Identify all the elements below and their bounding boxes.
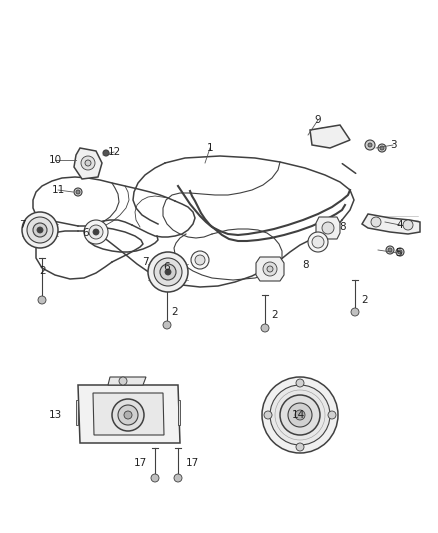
Circle shape — [93, 229, 99, 235]
Circle shape — [37, 227, 43, 233]
Text: 1: 1 — [207, 143, 213, 153]
Circle shape — [33, 223, 47, 237]
Text: 8: 8 — [340, 222, 346, 232]
Circle shape — [84, 220, 108, 244]
Circle shape — [280, 395, 320, 435]
Circle shape — [163, 321, 171, 329]
Text: 4: 4 — [397, 220, 403, 230]
Circle shape — [371, 217, 381, 227]
Text: 17: 17 — [134, 458, 147, 468]
Circle shape — [386, 246, 394, 254]
Polygon shape — [316, 217, 340, 239]
Circle shape — [151, 474, 159, 482]
Circle shape — [76, 190, 80, 194]
Circle shape — [270, 385, 330, 445]
Circle shape — [165, 269, 171, 275]
Text: 2: 2 — [172, 307, 178, 317]
Text: 10: 10 — [49, 155, 62, 165]
Text: 13: 13 — [48, 410, 62, 420]
Text: 5: 5 — [395, 248, 401, 258]
Circle shape — [295, 410, 305, 420]
Circle shape — [396, 248, 404, 256]
Circle shape — [191, 251, 209, 269]
Circle shape — [403, 220, 413, 230]
Circle shape — [160, 264, 176, 280]
Circle shape — [27, 217, 53, 243]
Circle shape — [81, 156, 95, 170]
Polygon shape — [256, 257, 284, 281]
Circle shape — [296, 443, 304, 451]
Circle shape — [296, 379, 304, 387]
Polygon shape — [76, 400, 78, 425]
Text: 11: 11 — [51, 185, 65, 195]
Circle shape — [112, 399, 144, 431]
Circle shape — [312, 236, 324, 248]
Circle shape — [308, 232, 328, 252]
Circle shape — [124, 411, 132, 419]
Circle shape — [365, 140, 375, 150]
Circle shape — [267, 266, 273, 272]
Circle shape — [103, 150, 109, 156]
Text: 2: 2 — [272, 310, 278, 320]
Polygon shape — [74, 148, 102, 179]
Circle shape — [118, 405, 138, 425]
Text: 6: 6 — [83, 228, 89, 238]
Text: 17: 17 — [185, 458, 198, 468]
Text: 12: 12 — [107, 147, 120, 157]
Text: 7: 7 — [19, 220, 25, 230]
Polygon shape — [93, 393, 164, 435]
Polygon shape — [310, 125, 350, 148]
Text: 7: 7 — [141, 257, 148, 267]
Circle shape — [368, 143, 372, 147]
Circle shape — [288, 403, 312, 427]
Circle shape — [195, 255, 205, 265]
Circle shape — [154, 258, 182, 286]
Polygon shape — [78, 385, 180, 443]
Circle shape — [378, 144, 386, 152]
Circle shape — [322, 222, 334, 234]
Circle shape — [263, 262, 277, 276]
Circle shape — [261, 324, 269, 332]
Text: 9: 9 — [314, 115, 321, 125]
Text: 2: 2 — [362, 295, 368, 305]
Circle shape — [22, 212, 58, 248]
Text: 2: 2 — [40, 266, 46, 276]
Text: 6: 6 — [164, 262, 170, 272]
Circle shape — [264, 411, 272, 419]
Circle shape — [328, 411, 336, 419]
Circle shape — [148, 252, 188, 292]
Polygon shape — [178, 400, 180, 425]
Text: 14: 14 — [291, 410, 304, 420]
Circle shape — [119, 377, 127, 385]
Circle shape — [398, 250, 402, 254]
Text: 8: 8 — [303, 260, 309, 270]
Circle shape — [38, 296, 46, 304]
Polygon shape — [108, 377, 146, 385]
Circle shape — [174, 474, 182, 482]
Circle shape — [262, 377, 338, 453]
Text: 3: 3 — [390, 140, 396, 150]
Polygon shape — [362, 214, 420, 234]
Circle shape — [89, 225, 103, 239]
Circle shape — [380, 146, 384, 150]
Circle shape — [74, 188, 82, 196]
Circle shape — [388, 248, 392, 252]
Circle shape — [351, 308, 359, 316]
Circle shape — [85, 160, 91, 166]
